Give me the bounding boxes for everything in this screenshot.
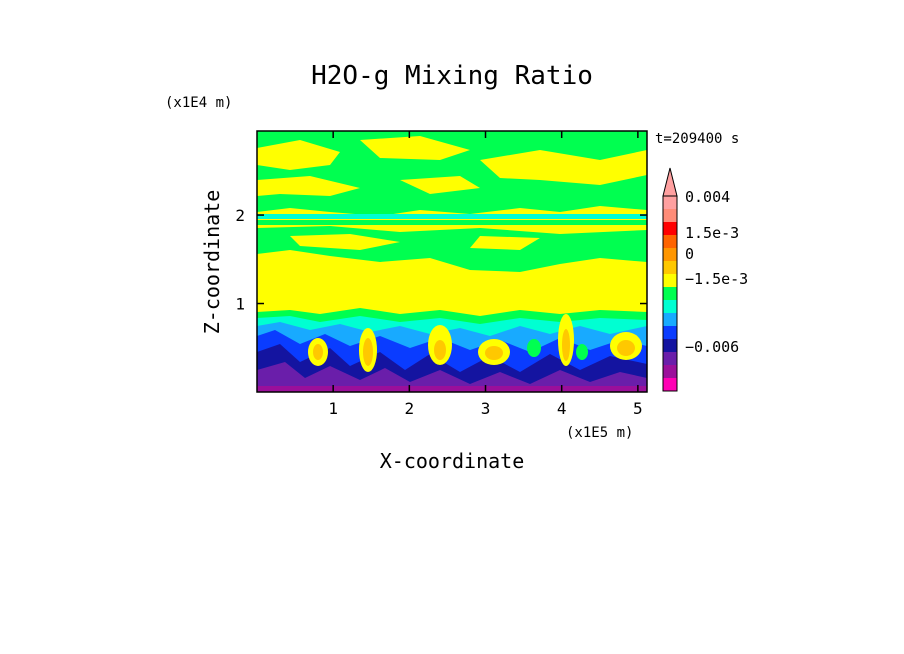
colorbar-swatch — [663, 326, 677, 339]
colorbar-swatch — [663, 248, 677, 261]
field-band — [257, 220, 647, 225]
colorbar-swatch — [663, 209, 677, 222]
x-tick-label: 1 — [328, 399, 338, 418]
x-axis-label: X-coordinate — [380, 449, 525, 473]
colorbar-swatch — [663, 274, 677, 287]
y-tick-label: 2 — [235, 206, 245, 225]
field-plume — [363, 338, 373, 366]
colorbar-frame — [662, 195, 678, 392]
field-plume — [576, 344, 588, 360]
time-label: t=209400 s — [655, 131, 739, 147]
field-streak — [290, 234, 400, 250]
y-tick-label: 1 — [235, 295, 245, 314]
colorbar-swatch — [663, 196, 677, 209]
colorbar-swatch — [663, 287, 677, 300]
colorbar-label: 0 — [685, 245, 694, 263]
colorbar-label: −0.006 — [685, 338, 739, 356]
field-streak — [360, 136, 470, 160]
colorbar-label: 0.004 — [685, 188, 730, 206]
field-streak — [480, 150, 647, 185]
field-plume — [313, 344, 323, 360]
field-plume — [434, 340, 446, 360]
field-plume — [617, 340, 635, 356]
colorbar-extension — [662, 167, 678, 197]
x-axis-ticks: 1 2 3 4 5 — [328, 131, 643, 418]
chart-title: H2O-g Mixing Ratio — [311, 61, 593, 91]
colorbar-label: 1.5e-3 — [685, 224, 739, 242]
field-streak — [470, 236, 540, 250]
colorbar-label: −1.5e-3 — [685, 270, 748, 288]
colorbar-swatch — [663, 365, 677, 378]
colorbar-swatch — [663, 222, 677, 235]
x-tick-label: 5 — [633, 399, 643, 418]
colorbar-swatch — [663, 339, 677, 352]
field-plume — [562, 329, 570, 361]
colorbar-swatch — [663, 352, 677, 365]
field-streak — [257, 140, 340, 170]
field-plume — [527, 339, 541, 357]
field-streak — [257, 176, 360, 196]
y-unit-label: (x1E4 m) — [165, 95, 232, 111]
x-tick-label: 4 — [557, 399, 567, 418]
field-streak — [400, 176, 480, 194]
colorbar: 0.004 1.5e-3 0 −1.5e-3 −0.006 — [662, 167, 748, 392]
x-tick-label: 3 — [481, 399, 491, 418]
colorbar-swatch — [663, 313, 677, 326]
field-band — [257, 214, 647, 219]
colorbar-swatch — [663, 378, 677, 391]
field-region-purple — [257, 362, 647, 392]
colorbar-swatch — [663, 235, 677, 248]
colorbar-swatch — [663, 261, 677, 274]
colorbar-swatch — [663, 300, 677, 313]
field-floor — [257, 386, 647, 392]
x-unit-label: (x1E5 m) — [566, 425, 633, 441]
x-tick-label: 2 — [405, 399, 415, 418]
plot-frame — [256, 130, 648, 393]
y-axis-ticks: 12 — [235, 206, 647, 314]
y-axis-label: Z-coordinate — [200, 190, 224, 335]
contour-field — [257, 131, 647, 392]
field-plume — [485, 346, 503, 360]
